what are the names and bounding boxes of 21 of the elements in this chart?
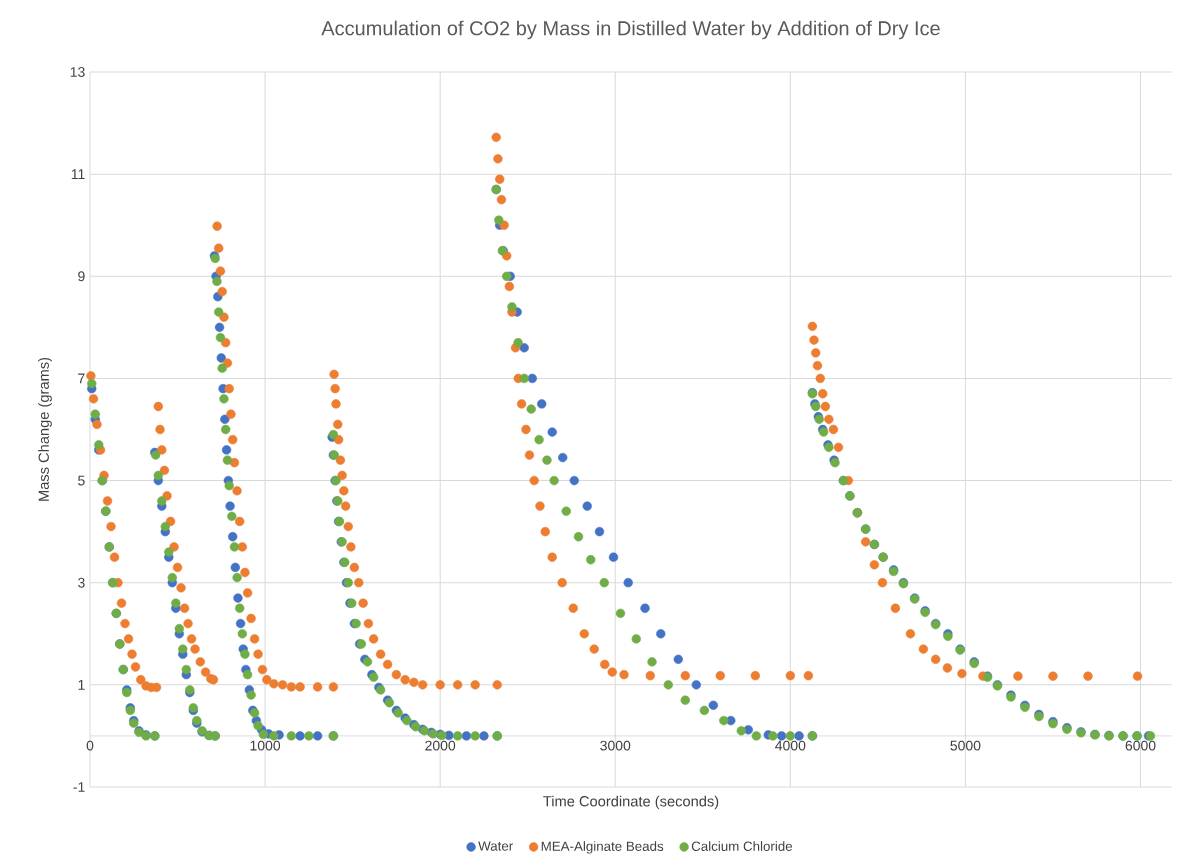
y-tick-label: 11: [71, 169, 85, 179]
x-tick-label: 1000: [250, 740, 281, 751]
y-tick-label: -1: [73, 782, 85, 792]
x-tick-label: 6000: [1125, 740, 1156, 751]
x-tick-label: 0: [86, 740, 94, 751]
chart-title: Accumulation of CO2 by Mass in Distilled Water by Addition of Dry Ice: [321, 20, 940, 40]
x-tick-label: 3000: [600, 740, 631, 751]
x-axis-title: Time Coordinate (seconds): [543, 795, 719, 810]
legend-label: Water: [478, 841, 513, 851]
legend-label: Calcium Chloride: [691, 841, 793, 851]
legend-label: MEA-Alginate Beads: [541, 841, 664, 854]
y-tick-label: 3: [78, 577, 85, 588]
y-axis-title: Mass Change (grams): [38, 357, 52, 501]
x-tick-label: 4000: [775, 740, 806, 751]
y-tick-label: 7: [78, 373, 85, 384]
y-tick-label: 9: [78, 271, 85, 282]
y-tick-label: 5: [78, 475, 85, 486]
x-tick-label: 5000: [950, 740, 981, 751]
y-tick-label: 1: [78, 680, 85, 690]
x-tick-label: 2000: [425, 740, 456, 751]
y-tick-label: 13: [70, 67, 85, 77]
